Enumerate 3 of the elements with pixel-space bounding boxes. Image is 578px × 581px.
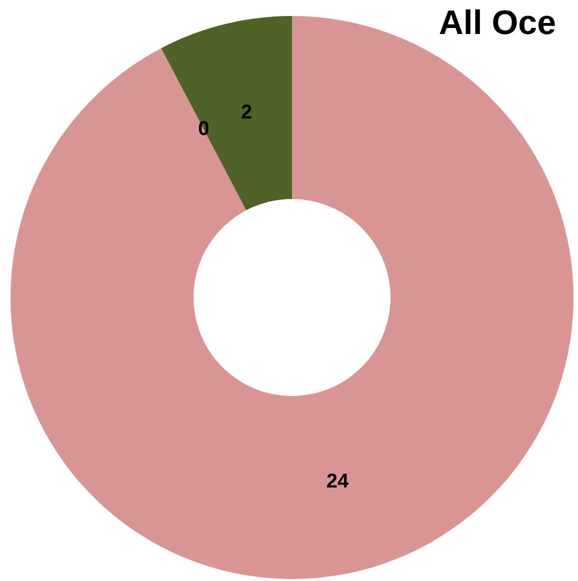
data-label: 2 — [240, 102, 252, 124]
data-label: 24 — [326, 470, 350, 493]
chart-title: All Oce — [438, 4, 556, 43]
